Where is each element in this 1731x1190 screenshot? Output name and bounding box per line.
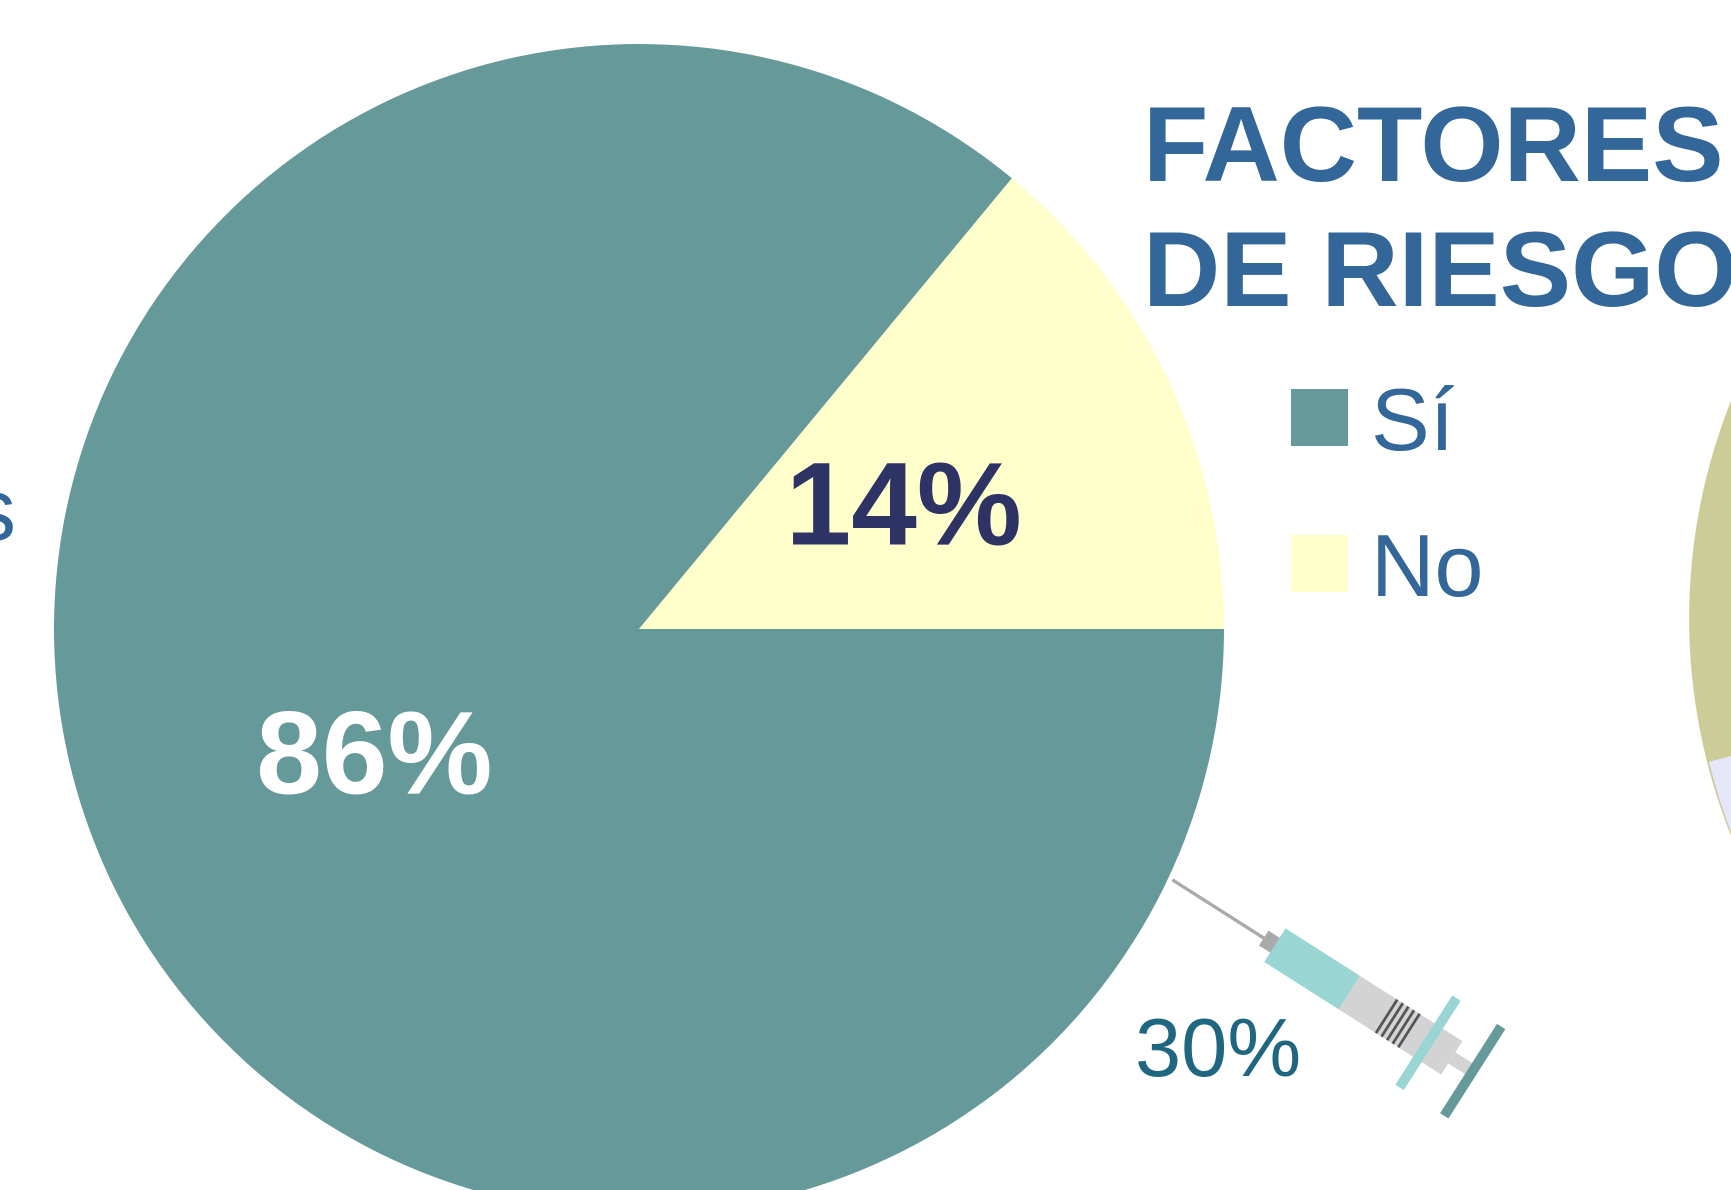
annotation: 30% (1135, 1001, 1301, 1094)
legend-swatch (1291, 389, 1348, 446)
legend-swatch (1291, 535, 1348, 592)
chart-title: FACTORES DE RIESGO (1143, 84, 1731, 329)
syringe (1171, 878, 1506, 1119)
legend-label: No (1371, 516, 1484, 615)
side-pie (1689, 401, 1731, 836)
pie-slice (639, 178, 1224, 629)
pie-slice (54, 44, 1224, 1190)
data-label: 14% (786, 438, 1022, 570)
data-label: 86% (256, 688, 492, 820)
legend-label: Sí (1371, 370, 1455, 469)
cropped-text: s (0, 460, 16, 559)
